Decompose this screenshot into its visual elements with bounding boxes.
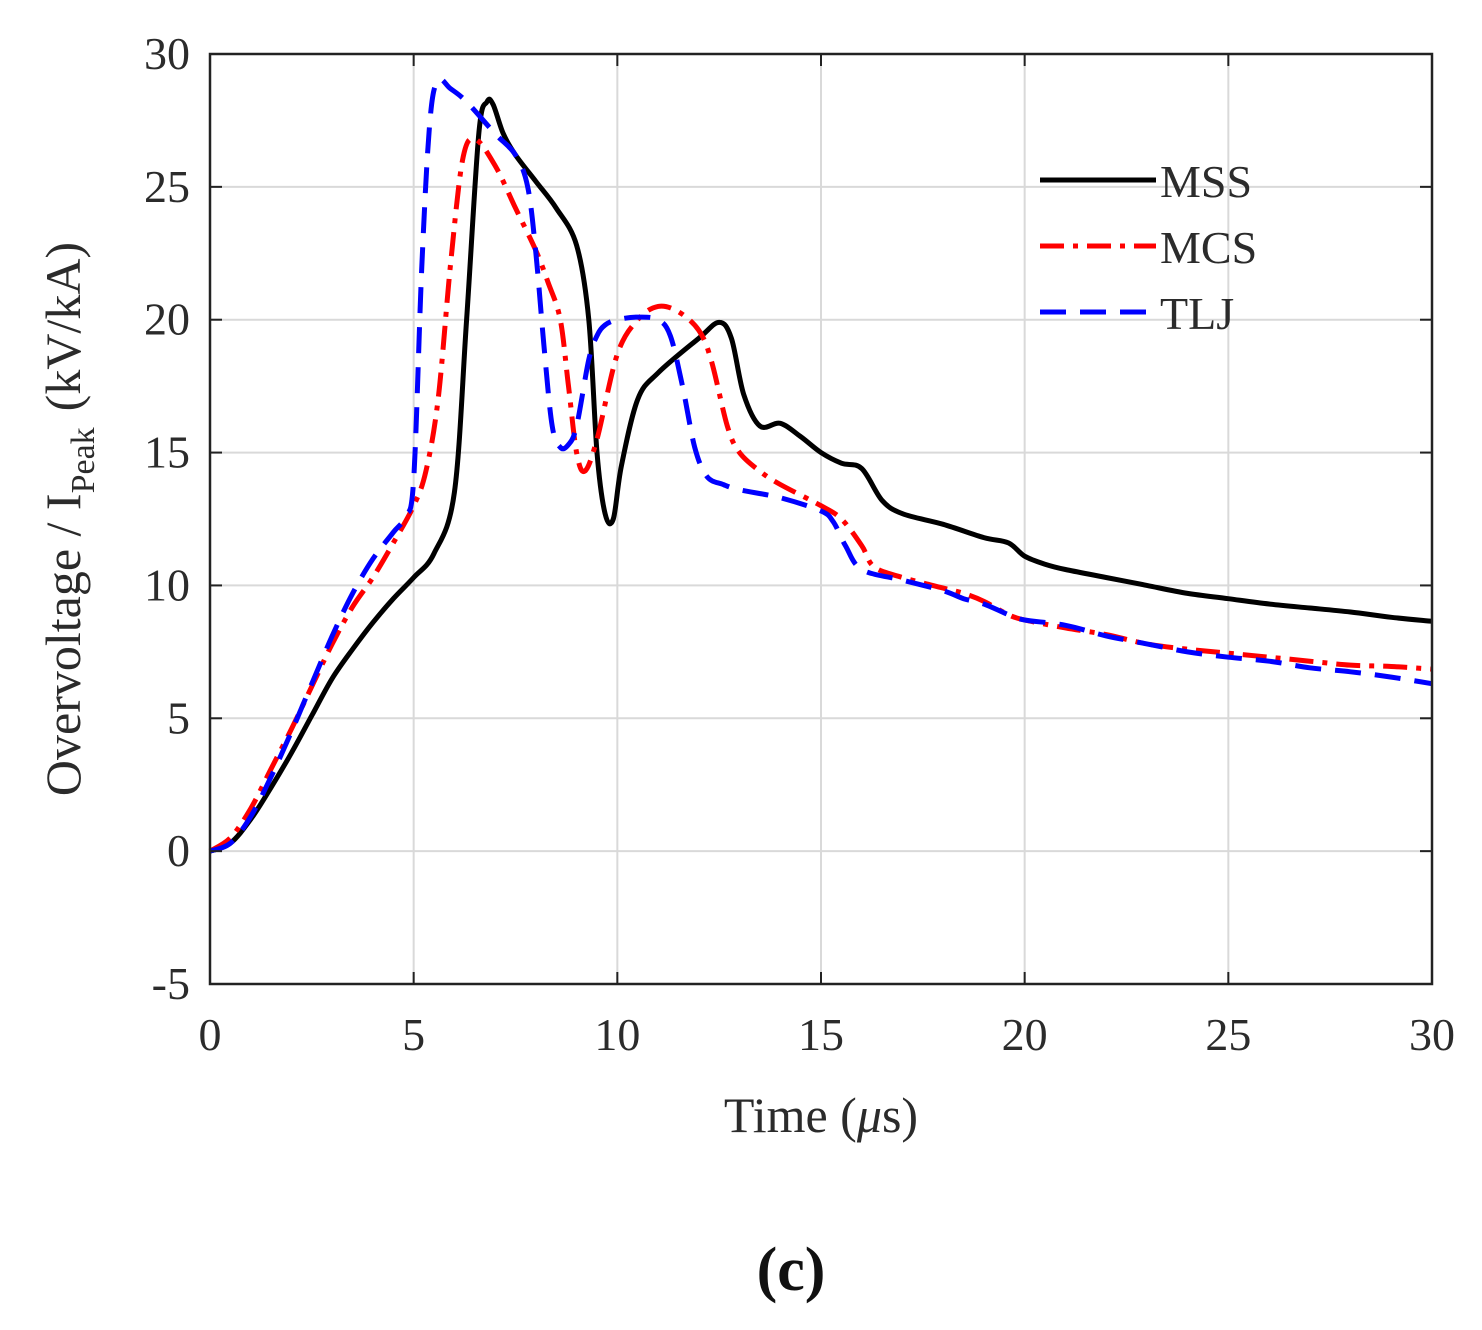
y-tick-label: 15	[144, 427, 190, 478]
y-tick-label: 5	[167, 692, 190, 743]
series-line-mcs	[208, 136, 1433, 854]
x-tick-label: 30	[1409, 1009, 1455, 1060]
x-tick-label: 20	[1002, 1009, 1048, 1060]
series-line-mss	[209, 96, 1433, 854]
y-tick-label: 0	[167, 825, 190, 876]
x-tick-label: 5	[402, 1009, 425, 1060]
y-axis-title: Overvoltage / IPeak (kV/kA)	[35, 242, 102, 796]
y-tick-label: 30	[144, 28, 190, 79]
y-axis-title-unit: (kV/kA)	[35, 242, 91, 411]
x-tick-label: 0	[199, 1009, 222, 1060]
x-tick-label: 15	[798, 1009, 844, 1060]
y-tick-label: 20	[144, 294, 190, 345]
x-axis-title: Time (μs)	[724, 1087, 918, 1143]
y-axis-title-main: Overvoltage / I	[35, 493, 91, 796]
legend-label-mss: MSS	[1160, 156, 1252, 207]
x-axis-title-end: s)	[882, 1087, 918, 1143]
series-lines	[208, 76, 1433, 854]
y-tick-label: 25	[144, 161, 190, 212]
x-axis-title-mu: μ	[856, 1087, 882, 1143]
x-axis-title-start: Time (	[724, 1087, 857, 1143]
panel-label: (c)	[757, 1236, 826, 1304]
y-axis-title-subscript: Peak	[65, 427, 102, 493]
x-tick-label: 10	[594, 1009, 640, 1060]
legend-label-mcs: MCS	[1160, 222, 1257, 273]
legend: MSS MCS TLJ	[1040, 156, 1257, 339]
y-tick-label: -5	[152, 958, 190, 1009]
legend-label-tlj: TLJ	[1160, 288, 1234, 339]
y-tick-label: 10	[144, 559, 190, 610]
series-line-tlj	[209, 76, 1433, 854]
x-tick-label: 25	[1205, 1009, 1251, 1060]
